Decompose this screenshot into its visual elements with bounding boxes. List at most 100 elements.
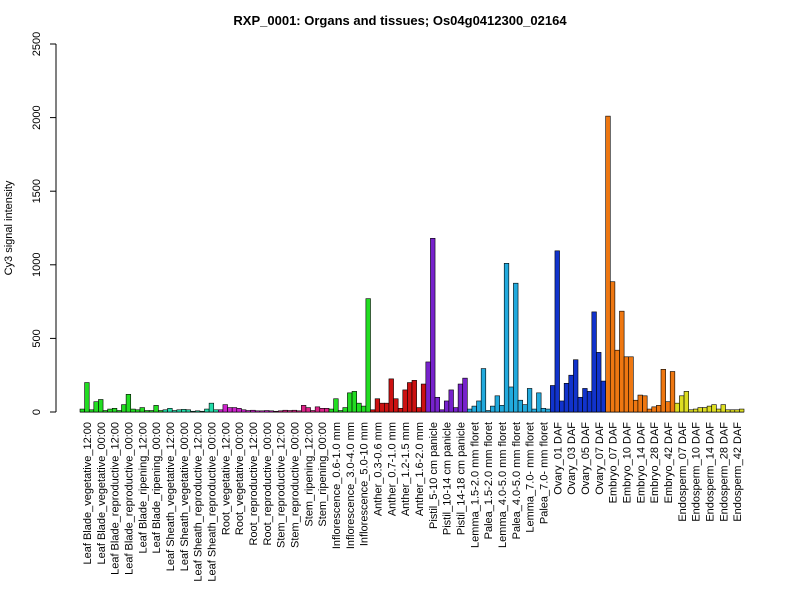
x-tick-label: Leaf Blade_reproductive_00:00 bbox=[123, 422, 135, 575]
bar bbox=[356, 402, 362, 413]
x-tick-label: Inflorescence_3.0-4.0 mm bbox=[345, 422, 357, 549]
bar bbox=[121, 404, 127, 413]
bar bbox=[245, 410, 251, 413]
x-axis-labels: Leaf Blade_vegetative_12:00 Leaf Blade_ve… bbox=[82, 422, 744, 582]
bar bbox=[204, 408, 210, 413]
bar bbox=[333, 398, 339, 413]
bar bbox=[305, 407, 311, 413]
bar bbox=[360, 405, 367, 413]
x-tick-label: Leaf Blade_ripening_00:00 bbox=[151, 422, 163, 554]
bar bbox=[443, 400, 450, 413]
bar bbox=[568, 374, 574, 413]
bar bbox=[522, 404, 528, 413]
x-tick-label: Pistil_5-10 cm panicle bbox=[428, 422, 440, 529]
bar bbox=[448, 389, 454, 413]
x-tick-label: Anther_0.3-0.6 mm bbox=[372, 422, 384, 516]
bar bbox=[517, 399, 523, 413]
x-tick-label: Endosperm_07 DAF bbox=[677, 422, 689, 522]
x-tick-label: Embryo_07 DAF bbox=[608, 422, 620, 504]
bar bbox=[467, 408, 473, 413]
bar bbox=[439, 409, 445, 413]
bar bbox=[669, 371, 676, 413]
bar bbox=[324, 408, 330, 413]
x-tick-label: Endosperm_10 DAF bbox=[691, 422, 703, 522]
bar bbox=[342, 407, 348, 413]
bar bbox=[633, 399, 639, 413]
bar bbox=[314, 406, 321, 413]
bar bbox=[531, 408, 537, 413]
bar bbox=[559, 400, 565, 413]
bar bbox=[148, 410, 155, 413]
bar bbox=[513, 282, 519, 413]
y-tick-label: 1500 bbox=[31, 179, 43, 203]
bar bbox=[711, 404, 717, 413]
bar bbox=[720, 404, 726, 413]
x-tick-label: Root_vegetative_12:00 bbox=[220, 422, 232, 535]
bar bbox=[425, 361, 431, 413]
bar bbox=[241, 409, 247, 413]
bar bbox=[734, 409, 740, 413]
bar bbox=[591, 311, 597, 413]
bar bbox=[577, 396, 583, 413]
x-tick-label: Ovary_03 DAF bbox=[566, 422, 578, 495]
y-tick-label: 0 bbox=[31, 409, 43, 415]
x-tick-label: Ovary_07 DAF bbox=[594, 422, 606, 495]
bar bbox=[430, 238, 436, 413]
bar bbox=[499, 405, 505, 413]
bar bbox=[125, 394, 132, 413]
bar bbox=[213, 409, 219, 413]
bar bbox=[337, 410, 344, 413]
x-tick-label: Endosperm_14 DAF bbox=[704, 422, 716, 522]
y-axis: 0 500 1000 1500 2000 2500 bbox=[31, 32, 744, 415]
bar bbox=[462, 377, 468, 413]
bar bbox=[374, 398, 381, 413]
bar bbox=[135, 409, 141, 413]
bar bbox=[116, 410, 122, 413]
bar bbox=[393, 398, 399, 413]
bar bbox=[379, 402, 385, 413]
bar bbox=[402, 389, 408, 413]
x-tick-label: Embryo_28 DAF bbox=[649, 422, 661, 504]
bar bbox=[162, 409, 168, 413]
bar bbox=[490, 405, 496, 413]
x-tick-label: Lemma_7.0- mm floret bbox=[525, 422, 537, 533]
x-tick-label: Embryo_10 DAF bbox=[621, 422, 633, 504]
bar bbox=[222, 404, 228, 413]
x-tick-label: Palea_1.5-2.0 mm floret bbox=[483, 422, 495, 539]
bar bbox=[526, 388, 533, 413]
bar bbox=[365, 298, 371, 413]
chart-title: RXP_0001: Organs and tissues; Os04g04123… bbox=[233, 13, 567, 28]
x-tick-label: Leaf Blade_vegetative_00:00 bbox=[96, 422, 108, 565]
bar bbox=[619, 310, 625, 413]
bar bbox=[250, 409, 256, 413]
bar bbox=[536, 392, 542, 413]
bar bbox=[702, 407, 708, 413]
bar bbox=[563, 382, 570, 413]
bar bbox=[218, 409, 224, 413]
bar bbox=[637, 394, 643, 413]
bar bbox=[208, 402, 215, 413]
bar bbox=[485, 410, 491, 413]
y-tick-label: 500 bbox=[31, 329, 43, 347]
bar bbox=[370, 409, 376, 413]
bar bbox=[706, 405, 713, 413]
x-tick-label: Anther_0.7-1.0 mm bbox=[386, 422, 398, 516]
bar bbox=[416, 407, 422, 413]
x-tick-label: Lemma_1.5-2.0 mm floret bbox=[469, 422, 481, 548]
x-tick-label: Leaf Sheath_vegetative_00:00 bbox=[179, 422, 191, 571]
bar bbox=[411, 380, 417, 413]
bar bbox=[660, 369, 666, 413]
y-tick-label: 2000 bbox=[31, 105, 43, 129]
bar bbox=[388, 378, 394, 413]
bar bbox=[434, 396, 440, 413]
bar bbox=[84, 382, 90, 413]
bar bbox=[190, 410, 196, 413]
x-tick-label: Stem_ripening_00:00 bbox=[317, 422, 329, 527]
bar bbox=[683, 391, 689, 413]
bar bbox=[739, 408, 745, 413]
bar bbox=[167, 408, 173, 413]
bar bbox=[185, 409, 191, 413]
x-tick-label: Inflorescence_0.6-1.0 mm bbox=[331, 422, 343, 549]
